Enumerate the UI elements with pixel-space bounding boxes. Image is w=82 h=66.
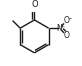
Text: O: O — [64, 31, 70, 40]
Text: O: O — [32, 0, 39, 9]
Text: -: - — [68, 14, 71, 23]
Text: O: O — [64, 16, 70, 25]
Text: N: N — [56, 24, 62, 33]
Text: +: + — [60, 24, 65, 29]
